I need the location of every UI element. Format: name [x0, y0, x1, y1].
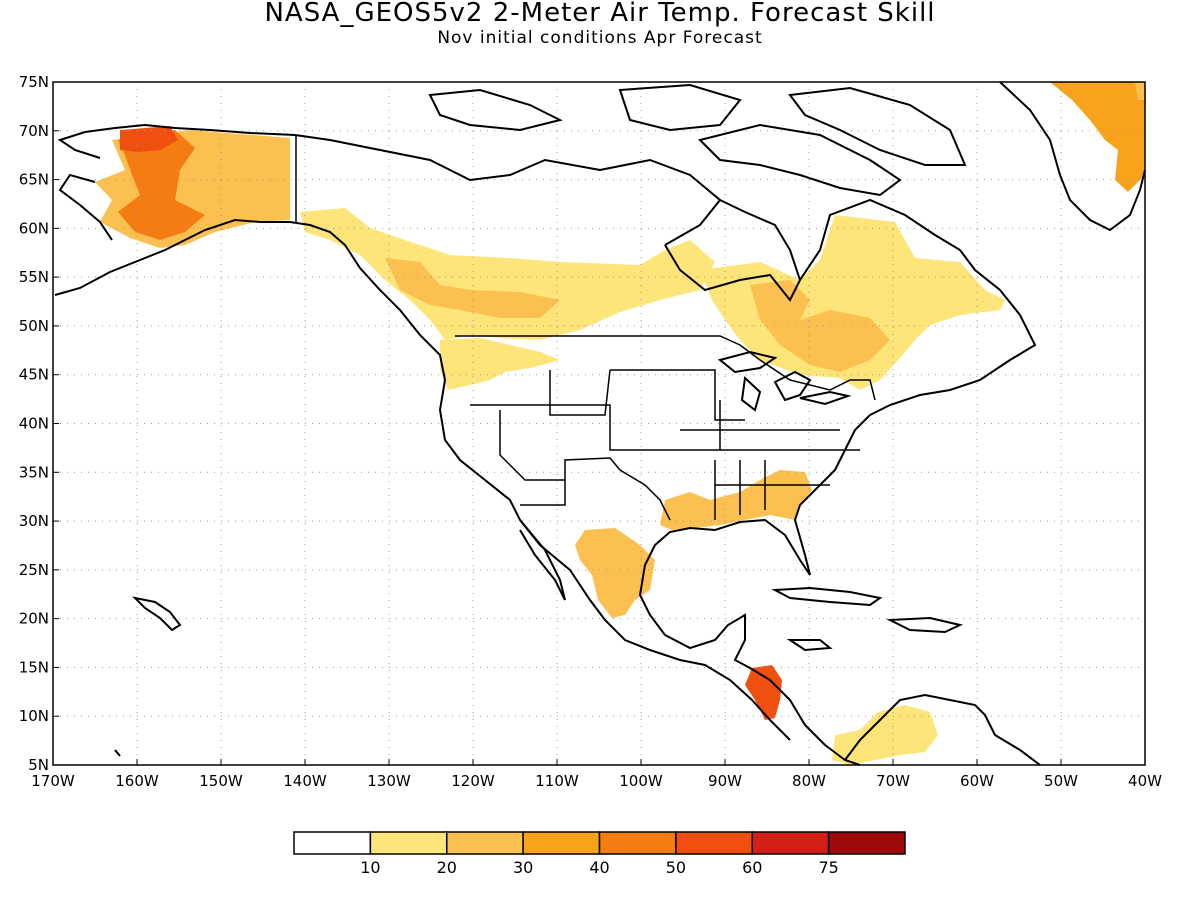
- lon-tick-label: 50W: [1044, 772, 1078, 790]
- colorbar-label: 75: [818, 858, 838, 877]
- colorbar-swatch: [522, 831, 601, 855]
- lat-tick-label: 70N: [19, 122, 49, 140]
- political-borders: [295, 135, 876, 521]
- lat-tick-label: 55N: [19, 268, 49, 286]
- lat-tick-label: 45N: [19, 366, 49, 384]
- colorbar-swatch: [675, 831, 753, 855]
- south-america-shade: [832, 705, 938, 765]
- canada-west-core-shade: [385, 258, 560, 318]
- lon-tick-label: 40W: [1128, 772, 1162, 790]
- lat-tick-label: 60N: [19, 219, 49, 237]
- mexico-shade: [575, 528, 655, 618]
- lon-tick-label: 110W: [535, 772, 579, 790]
- lat-tick-label: 35N: [19, 463, 49, 481]
- lat-tick-label: 40N: [19, 415, 49, 433]
- map-subtitle: Nov initial conditions Apr Forecast: [437, 28, 763, 48]
- gulf-coast-shade: [660, 470, 812, 530]
- lon-tick-label: 130W: [367, 772, 411, 790]
- canada-east-shade: [700, 215, 1005, 390]
- canada-west-shade: [300, 208, 715, 340]
- lat-tick-label: 25N: [19, 561, 49, 579]
- colorbar-label: 50: [666, 858, 686, 877]
- colorbar-label: 10: [360, 858, 380, 877]
- central-america-shade: [745, 665, 782, 720]
- latitude-labels: 5N 10N 15N 20N 25N 30N 35N 40N 45N 50N 55N 60N 65N 70…: [19, 73, 59, 774]
- colorbar-swatch: [369, 831, 448, 855]
- lat-tick-label: 20N: [19, 610, 49, 628]
- alaska-north-shade: [120, 126, 178, 152]
- lat-tick-label: 10N: [19, 707, 49, 725]
- lon-tick-label: 120W: [451, 772, 495, 790]
- lat-tick-label: 50N: [19, 317, 49, 335]
- lat-tick-label: 30N: [19, 512, 49, 530]
- colorbar-swatch: [293, 831, 372, 855]
- coastlines: [54, 81, 1146, 766]
- lat-tick-label: 15N: [19, 658, 49, 676]
- lon-tick-label: 60W: [960, 772, 994, 790]
- lat-tick-label: 75N: [19, 73, 49, 91]
- longitude-labels: 170W 160W 150W 140W 130W 120W 110W 100W 90W 80W 70…: [31, 759, 1162, 790]
- lon-tick-label: 80W: [792, 772, 826, 790]
- colorbar-swatch: [598, 831, 677, 855]
- lon-tick-label: 70W: [876, 772, 910, 790]
- greenland-edge-shade: [1135, 82, 1145, 100]
- colorbar-label: 20: [437, 858, 457, 877]
- alaska-core-shade: [118, 130, 205, 240]
- colorbar-label: 60: [742, 858, 762, 877]
- lon-tick-label: 150W: [199, 772, 243, 790]
- colorbar-swatch: [751, 831, 830, 855]
- lat-tick-label: 5N: [28, 756, 49, 774]
- lon-tick-label: 90W: [708, 772, 742, 790]
- colorbar-swatch: [827, 831, 906, 855]
- colorbar-label: 30: [513, 858, 533, 877]
- map-title: NASA_GEOS5v2 2-Meter Air Temp. Forecast …: [264, 0, 936, 28]
- lon-tick-label: 100W: [619, 772, 663, 790]
- lon-tick-label: 160W: [115, 772, 159, 790]
- skill-shading: [95, 82, 1145, 765]
- colorbar-label: 40: [589, 858, 609, 877]
- lat-tick-label: 65N: [19, 171, 49, 189]
- colorbar-swatch: [446, 831, 524, 855]
- lon-tick-label: 140W: [283, 772, 327, 790]
- colorbar: 10 20 30 40 50 60 75: [293, 831, 906, 877]
- northwest-us-shade: [440, 338, 560, 390]
- canada-east-core-shade: [750, 280, 890, 372]
- greenland-shade: [1050, 82, 1145, 192]
- lon-tick-label: 170W: [31, 772, 75, 790]
